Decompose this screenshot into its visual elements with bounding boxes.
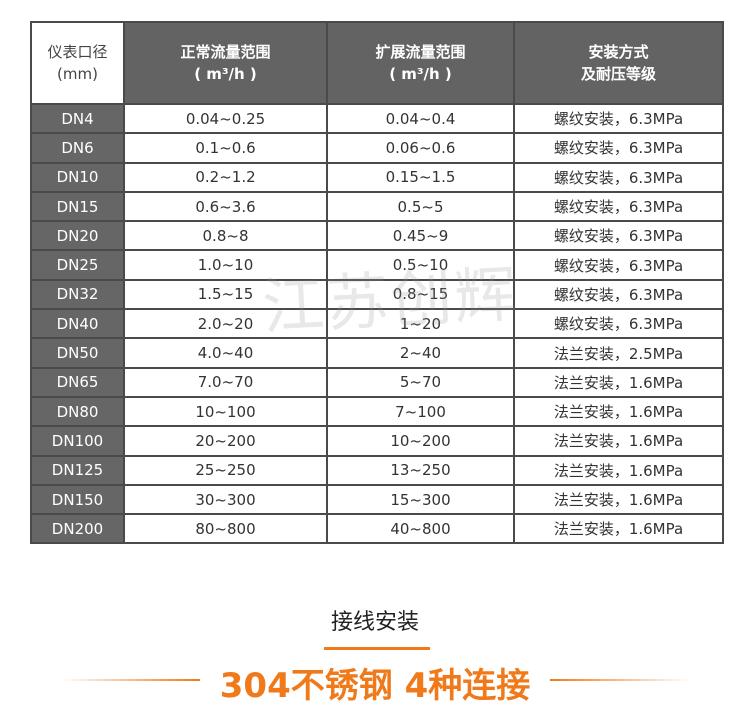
normal-flow-cell: 4.0~40: [123, 337, 328, 369]
section-title: 304不锈钢 4种连接: [219, 666, 531, 706]
extended-flow-cell: 0.5~10: [326, 249, 515, 281]
diameter-cell: DN125: [30, 454, 125, 486]
normal-flow-cell: 7.0~70: [123, 366, 328, 398]
header-line: ( m³/h ): [194, 65, 257, 83]
diameter-cell: DN200: [30, 513, 125, 545]
header-diameter: 仪表口径 (mm): [30, 21, 125, 105]
header-extended-flow: 扩展流量范围 ( m³/h ): [326, 21, 515, 105]
table-row: DN25 1.0~10 0.5~10 螺纹安装，6.3MPa: [30, 249, 724, 281]
installation-cell: 螺纹安装，6.3MPa: [513, 220, 724, 252]
diameter-cell: DN80: [30, 395, 125, 428]
installation-cell: 法兰安装，1.6MPa: [513, 425, 724, 457]
diameter-cell: DN40: [30, 308, 125, 340]
diameter-cell: DN20: [30, 220, 125, 252]
table-row: DN150 30~300 15~300 法兰安装，1.6MPa: [30, 483, 724, 516]
normal-flow-cell: 30~300: [123, 483, 328, 516]
table-row: DN10 0.2~1.2 0.15~1.5 螺纹安装，6.3MPa: [30, 161, 724, 193]
normal-flow-cell: 20~200: [123, 425, 328, 457]
diameter-cell: DN100: [30, 425, 125, 457]
installation-cell: 法兰安装，1.6MPa: [513, 454, 724, 486]
extended-flow-cell: 10~200: [326, 425, 515, 457]
extended-flow-cell: 40~800: [326, 513, 515, 545]
normal-flow-cell: 2.0~20: [123, 308, 328, 340]
table-row: DN200 80~800 40~800 法兰安装，1.6MPa: [30, 513, 724, 545]
normal-flow-cell: 0.1~0.6: [123, 132, 328, 164]
table-row: DN50 4.0~40 2~40 法兰安装，2.5MPa: [30, 337, 724, 369]
normal-flow-cell: 25~250: [123, 454, 328, 486]
extended-flow-cell: 1~20: [326, 308, 515, 340]
table-row: DN4 0.04~0.25 0.04~0.4 螺纹安装，6.3MPa: [30, 102, 724, 135]
installation-cell: 法兰安装，1.6MPa: [513, 483, 724, 516]
diameter-cell: DN32: [30, 278, 125, 311]
diameter-cell: DN50: [30, 337, 125, 369]
installation-cell: 法兰安装，1.6MPa: [513, 366, 724, 398]
diameter-cell: DN6: [30, 132, 125, 164]
installation-cell: 螺纹安装，6.3MPa: [513, 132, 724, 164]
diameter-cell: DN25: [30, 249, 125, 281]
table-header-row: 仪表口径 (mm) 正常流量范围 ( m³/h ) 扩展流量范围 ( m³/h ) 安…: [30, 21, 724, 105]
diameter-cell: DN65: [30, 366, 125, 398]
extended-flow-cell: 13~250: [326, 454, 515, 486]
extended-flow-cell: 7~100: [326, 395, 515, 428]
extended-flow-cell: 0.8~15: [326, 278, 515, 311]
normal-flow-cell: 0.04~0.25: [123, 102, 328, 135]
extended-flow-cell: 2~40: [326, 337, 515, 369]
table-row: DN125 25~250 13~250 法兰安装，1.6MPa: [30, 454, 724, 486]
diameter-cell: DN4: [30, 102, 125, 135]
installation-cell: 螺纹安装，6.3MPa: [513, 249, 724, 281]
installation-cell: 螺纹安装，6.3MPa: [513, 190, 724, 223]
header-line: 正常流量范围: [180, 43, 271, 61]
installation-cell: 螺纹安装，6.3MPa: [513, 278, 724, 311]
installation-cell: 法兰安装，1.6MPa: [513, 395, 724, 428]
table-row: DN65 7.0~70 5~70 法兰安装，1.6MPa: [30, 366, 724, 398]
extended-flow-cell: 0.06~0.6: [326, 132, 515, 164]
extended-flow-cell: 0.15~1.5: [326, 161, 515, 193]
header-normal-flow: 正常流量范围 ( m³/h ): [123, 21, 328, 105]
normal-flow-cell: 0.8~8: [123, 220, 328, 252]
header-line: 安装方式: [588, 43, 649, 61]
decor-line-left: [60, 679, 200, 681]
header-line: ( m³/h ): [389, 65, 452, 83]
table-row: DN40 2.0~20 1~20 螺纹安装，6.3MPa: [30, 308, 724, 340]
normal-flow-cell: 0.6~3.6: [123, 190, 328, 223]
diameter-cell: DN15: [30, 190, 125, 223]
table-row: DN32 1.5~15 0.8~15 螺纹安装，6.3MPa: [30, 278, 724, 311]
extended-flow-cell: 5~70: [326, 366, 515, 398]
installation-cell: 螺纹安装，6.3MPa: [513, 308, 724, 340]
extended-flow-cell: 0.04~0.4: [326, 102, 515, 135]
extended-flow-cell: 15~300: [326, 483, 515, 516]
table-row: DN100 20~200 10~200 法兰安装，1.6MPa: [30, 425, 724, 457]
header-line: 扩展流量范围: [375, 43, 466, 61]
extended-flow-cell: 0.5~5: [326, 190, 515, 223]
diameter-cell: DN10: [30, 161, 125, 193]
table-row: DN6 0.1~0.6 0.06~0.6 螺纹安装，6.3MPa: [30, 132, 724, 164]
diameter-cell: DN150: [30, 483, 125, 516]
decor-line-right: [550, 679, 690, 681]
table-row: DN15 0.6~3.6 0.5~5 螺纹安装，6.3MPa: [30, 190, 724, 223]
installation-cell: 法兰安装，2.5MPa: [513, 337, 724, 369]
header-line: 仪表口径: [47, 43, 108, 61]
normal-flow-cell: 10~100: [123, 395, 328, 428]
flow-spec-table: 仪表口径 (mm) 正常流量范围 ( m³/h ) 扩展流量范围 ( m³/h ) 安…: [30, 21, 724, 545]
installation-cell: 螺纹安装，6.3MPa: [513, 161, 724, 193]
normal-flow-cell: 1.5~15: [123, 278, 328, 311]
extended-flow-cell: 0.45~9: [326, 220, 515, 252]
header-line: 及耐压等级: [580, 65, 656, 83]
accent-divider: [324, 647, 430, 650]
normal-flow-cell: 1.0~10: [123, 249, 328, 281]
normal-flow-cell: 0.2~1.2: [123, 161, 328, 193]
header-line: (mm): [57, 65, 98, 83]
section-subtitle: 接线安装: [330, 610, 419, 635]
table-row: DN20 0.8~8 0.45~9 螺纹安装，6.3MPa: [30, 220, 724, 252]
installation-cell: 螺纹安装，6.3MPa: [513, 102, 724, 135]
header-installation: 安装方式 及耐压等级: [513, 21, 724, 105]
installation-cell: 法兰安装，1.6MPa: [513, 513, 724, 545]
table-row: DN80 10~100 7~100 法兰安装，1.6MPa: [30, 395, 724, 428]
normal-flow-cell: 80~800: [123, 513, 328, 545]
